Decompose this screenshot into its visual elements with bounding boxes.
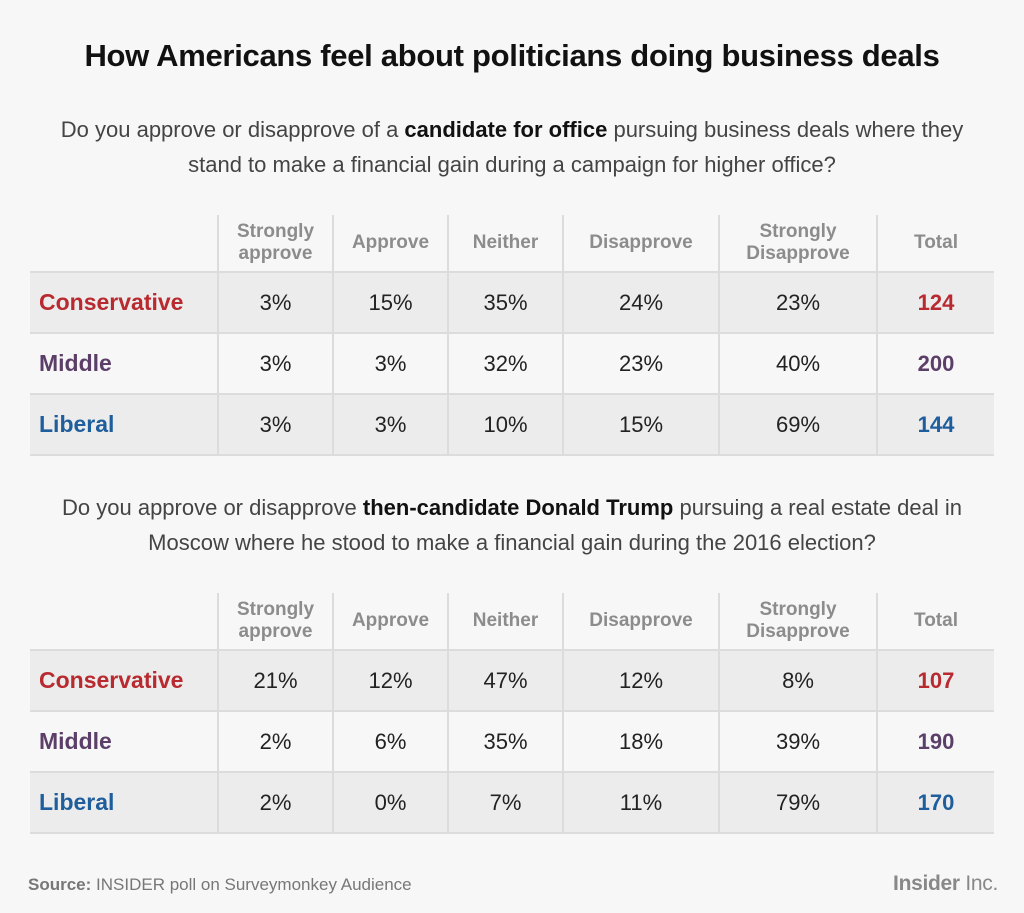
header-blank	[30, 215, 218, 272]
cell-value: 24%	[562, 272, 719, 333]
cell-total: 200	[876, 333, 994, 394]
question-2: Do you approve or disapprove then-candid…	[40, 490, 984, 560]
cell-value: 3%	[332, 333, 448, 394]
cell-value: 8%	[718, 650, 877, 711]
cell-total: 190	[876, 711, 994, 772]
cell-value: 3%	[217, 272, 333, 333]
cell-value: 47%	[447, 650, 563, 711]
logo-bold: Insider	[893, 872, 960, 895]
question-2-after: pursuing a real estate deal in Moscow wh…	[148, 495, 962, 555]
header-total: Total	[876, 593, 994, 650]
source-note: Source: INSIDER poll on Surveymonkey Aud…	[28, 875, 412, 895]
cell-value: 79%	[718, 772, 877, 833]
source-text: INSIDER poll on Surveymonkey Audience	[91, 875, 412, 894]
header-neither: Neither	[447, 215, 563, 272]
cell-value: 3%	[217, 394, 333, 455]
header-disapprove: Disapprove	[562, 215, 719, 272]
cell-total: 170	[876, 772, 994, 833]
chart-title: How Americans feel about politicians doi…	[84, 38, 940, 73]
table-row-middle: Middle 2% 6% 35% 18% 39% 190	[30, 711, 994, 772]
logo-light: Inc.	[959, 872, 998, 895]
cell-value: 15%	[332, 272, 448, 333]
table-header-row: Strongly approve Approve Neither Disappr…	[30, 593, 994, 650]
poll-table-1: Strongly approve Approve Neither Disappr…	[30, 215, 994, 456]
cell-value: 12%	[562, 650, 719, 711]
cell-value: 11%	[562, 772, 719, 833]
cell-value: 23%	[562, 333, 719, 394]
poll-table-2: Strongly approve Approve Neither Disappr…	[30, 593, 994, 834]
header-disapprove: Disapprove	[562, 593, 719, 650]
question-1: Do you approve or disapprove of a candid…	[40, 112, 984, 182]
cell-value: 18%	[562, 711, 719, 772]
cell-value: 39%	[718, 711, 877, 772]
cell-value: 6%	[332, 711, 448, 772]
row-label: Liberal	[39, 789, 115, 815]
cell-total: 107	[876, 650, 994, 711]
table-row-conservative: Conservative 21% 12% 47% 12% 8% 107	[30, 650, 994, 711]
cell-value: 35%	[447, 711, 563, 772]
cell-value: 0%	[332, 772, 448, 833]
cell-value: 23%	[718, 272, 877, 333]
table-row-liberal: Liberal 2% 0% 7% 11% 79% 170	[30, 772, 994, 833]
header-approve: Approve	[332, 215, 448, 272]
table-row-middle: Middle 3% 3% 32% 23% 40% 200	[30, 333, 994, 394]
row-label: Conservative	[39, 289, 184, 315]
row-label: Middle	[39, 350, 112, 376]
table-row-liberal: Liberal 3% 3% 10% 15% 69% 144	[30, 394, 994, 455]
cell-total: 124	[876, 272, 994, 333]
row-label: Middle	[39, 728, 112, 754]
cell-value: 15%	[562, 394, 719, 455]
header-strongly-approve: Strongly approve	[217, 215, 333, 272]
header-neither: Neither	[447, 593, 563, 650]
header-approve: Approve	[332, 593, 448, 650]
insider-logo: Insider Inc.	[893, 872, 998, 896]
table-row-conservative: Conservative 3% 15% 35% 24% 23% 124	[30, 272, 994, 333]
cell-value: 32%	[447, 333, 563, 394]
cell-value: 3%	[332, 394, 448, 455]
header-strongly-disapprove: Strongly Disapprove	[718, 215, 877, 272]
source-label: Source:	[28, 875, 92, 894]
question-2-bold: then-candidate Donald Trump	[362, 495, 674, 520]
cell-value: 2%	[217, 711, 333, 772]
table-header-row: Strongly approve Approve Neither Disappr…	[30, 215, 994, 272]
header-total: Total	[876, 215, 994, 272]
header-blank	[30, 593, 218, 650]
question-1-after: pursuing business deals where they stand…	[188, 117, 964, 177]
cell-value: 3%	[217, 333, 333, 394]
header-strongly-disapprove: Strongly Disapprove	[718, 593, 877, 650]
question-2-before: Do you approve or disapprove	[62, 495, 363, 520]
header-strongly-approve: Strongly approve	[217, 593, 333, 650]
cell-value: 2%	[217, 772, 333, 833]
row-label: Conservative	[39, 667, 184, 693]
row-label: Liberal	[39, 411, 115, 437]
cell-value: 7%	[447, 772, 563, 833]
cell-value: 12%	[332, 650, 448, 711]
cell-value: 40%	[718, 333, 877, 394]
question-1-before: Do you approve or disapprove of a	[60, 117, 405, 142]
cell-total: 144	[876, 394, 994, 455]
cell-value: 35%	[447, 272, 563, 333]
cell-value: 69%	[718, 394, 877, 455]
cell-value: 21%	[217, 650, 333, 711]
cell-value: 10%	[447, 394, 563, 455]
question-1-bold: candidate for office	[404, 117, 608, 142]
